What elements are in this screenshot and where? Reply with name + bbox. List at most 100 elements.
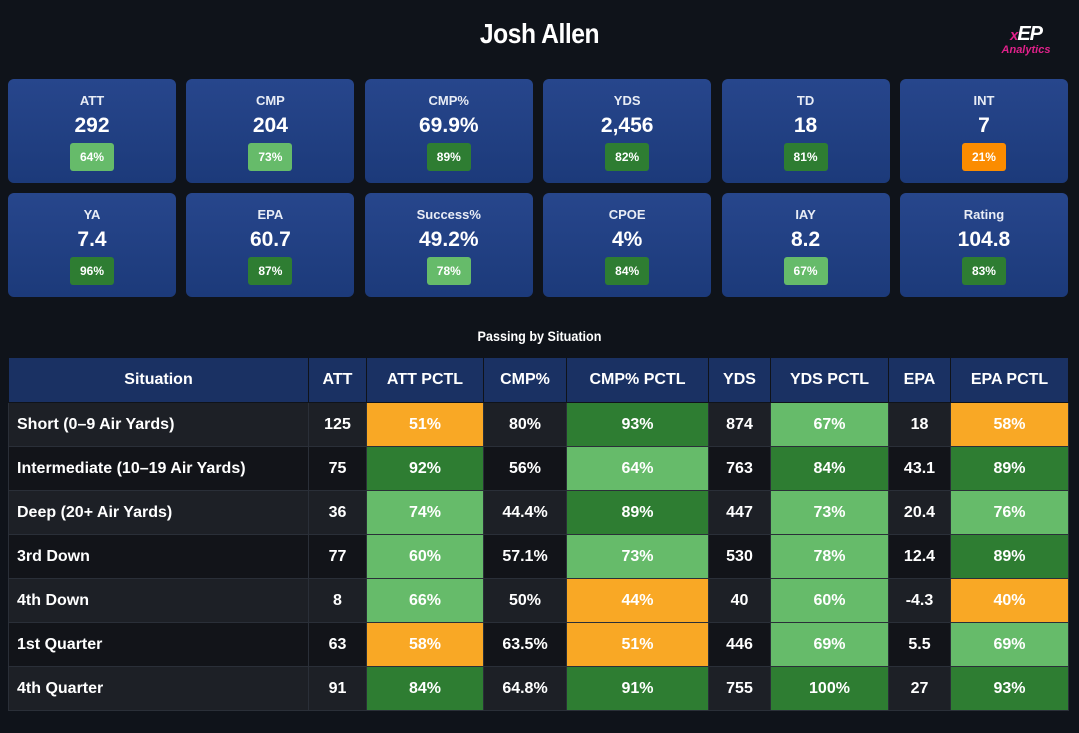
- situation-cell: Deep (20+ Air Yards): [8, 490, 309, 535]
- yds-pctl-cell: 60%: [770, 578, 889, 623]
- stat-card-value: 7.4: [77, 228, 107, 251]
- table-row: Intermediate (10–19 Air Yards) 75 92% 56% 64…: [8, 446, 1069, 491]
- att-pctl-cell: 66%: [366, 578, 484, 623]
- yds-cell: 40: [708, 578, 771, 623]
- table-body: Short (0–9 Air Yards) 125 51% 80% 93% 874 67% 1…: [8, 402, 1069, 711]
- situation-cell: 4th Quarter: [8, 666, 309, 711]
- stat-card-value: 104.8: [957, 228, 1011, 251]
- percentile-badge: 89%: [426, 143, 471, 171]
- column-header: CMP% PCTL: [566, 357, 709, 403]
- percentile-badge: 64%: [70, 143, 114, 171]
- epa-pctl-cell: 93%: [950, 666, 1069, 711]
- cmp-pctl-cell: 89%: [566, 490, 709, 535]
- situation-cell: 1st Quarter: [8, 622, 309, 667]
- stat-card-value: 204: [252, 114, 288, 137]
- stat-card-label: CPOE: [608, 207, 646, 222]
- cmp-cell: 50%: [483, 578, 567, 623]
- situation-table: Situation ATT ATT PCTL CMP% CMP% PCTL YDS YDS …: [8, 357, 1069, 711]
- epa-cell: 5.5: [888, 622, 951, 667]
- yds-cell: 530: [708, 534, 771, 579]
- percentile-badge: 67%: [783, 257, 828, 285]
- stat-card-cmp: CMP 204 73%: [186, 79, 355, 183]
- table-row: 4th Down 8 66% 50% 44% 40 60% -4.3 40%: [8, 578, 1069, 623]
- stat-card-yds: YDS 2,456 82%: [543, 79, 712, 183]
- epa-cell: 43.1: [888, 446, 951, 491]
- logo-prefix: x: [1009, 27, 1018, 44]
- yds-pctl-cell: 78%: [770, 534, 889, 579]
- yds-pctl-cell: 73%: [770, 490, 889, 535]
- column-header: Situation: [8, 357, 309, 403]
- situation-cell: Short (0–9 Air Yards): [8, 402, 309, 447]
- epa-cell: 12.4: [888, 534, 951, 579]
- stat-card-label: TD: [796, 93, 815, 108]
- yds-pctl-cell: 84%: [770, 446, 889, 491]
- logo-subtitle: Analytics: [1001, 44, 1051, 56]
- stat-card-td: TD 18 81%: [721, 79, 890, 183]
- percentile-badge: 83%: [961, 257, 1006, 285]
- att-pctl-cell: 58%: [366, 622, 484, 667]
- stat-card-value: 18: [793, 114, 818, 137]
- percentile-badge: 87%: [248, 257, 293, 285]
- att-cell: 8: [308, 578, 367, 623]
- stat-card-cpoe: CPOE 4% 84%: [543, 193, 712, 297]
- table-header-row: Situation ATT ATT PCTL CMP% CMP% PCTL YDS YDS …: [8, 357, 1069, 403]
- table-row: Short (0–9 Air Yards) 125 51% 80% 93% 874 67% 1…: [8, 402, 1069, 447]
- yds-cell: 446: [708, 622, 771, 667]
- epa-pctl-cell: 58%: [950, 402, 1069, 447]
- att-pctl-cell: 74%: [366, 490, 484, 535]
- att-pctl-cell: 84%: [366, 666, 484, 711]
- epa-cell: -4.3: [888, 578, 951, 623]
- brand-logo: xEP Analytics: [996, 24, 1056, 56]
- epa-cell: 18: [888, 402, 951, 447]
- cmp-cell: 80%: [483, 402, 567, 447]
- stat-card-label: Success%: [416, 207, 481, 222]
- att-pctl-cell: 51%: [366, 402, 484, 447]
- stat-card-value: 8.2: [790, 228, 821, 251]
- percentile-badge: 96%: [70, 257, 114, 285]
- yds-pctl-cell: 100%: [770, 666, 889, 711]
- yds-pctl-cell: 69%: [770, 622, 889, 667]
- table-row: 4th Quarter 91 84% 64.8% 91% 755 100% 27 93%: [8, 666, 1069, 711]
- logo-wordmark: xEP: [996, 24, 1056, 44]
- yds-cell: 874: [708, 402, 771, 447]
- stat-card-rating: Rating 104.8 83%: [899, 193, 1068, 297]
- stat-card-label: CMP%: [428, 93, 469, 108]
- percentile-badge: 81%: [783, 143, 828, 171]
- cmp-cell: 44.4%: [483, 490, 567, 535]
- stat-card-label: YA: [83, 207, 101, 222]
- yds-cell: 763: [708, 446, 771, 491]
- stat-card-value: 292: [74, 114, 110, 137]
- stat-card-label: Rating: [963, 207, 1005, 222]
- att-pctl-cell: 60%: [366, 534, 484, 579]
- epa-pctl-cell: 89%: [950, 534, 1069, 579]
- stat-card-value: 2,456: [600, 114, 654, 137]
- stat-card-epa: EPA 60.7 87%: [186, 193, 355, 297]
- cmp-cell: 64.8%: [483, 666, 567, 711]
- situation-cell: 3rd Down: [8, 534, 309, 579]
- page-title: Josh Allen: [479, 18, 600, 49]
- stat-card-label: ATT: [79, 93, 105, 108]
- column-header: ATT PCTL: [366, 357, 484, 403]
- stat-card-value: 7: [978, 114, 990, 137]
- stat-cards-grid: ATT 292 64% CMP 204 73% CMP% 69.9% 89% YDS 2,456 82…: [8, 79, 1068, 297]
- epa-pctl-cell: 69%: [950, 622, 1069, 667]
- epa-cell: 20.4: [888, 490, 951, 535]
- att-cell: 36: [308, 490, 367, 535]
- cmp-pctl-cell: 91%: [566, 666, 709, 711]
- situation-cell: 4th Down: [8, 578, 309, 623]
- percentile-badge: 21%: [961, 143, 1006, 171]
- yds-cell: 447: [708, 490, 771, 535]
- att-cell: 77: [308, 534, 367, 579]
- cmp-cell: 56%: [483, 446, 567, 491]
- cmp-cell: 63.5%: [483, 622, 567, 667]
- stat-card-label: EPA: [257, 207, 284, 222]
- cmp-pctl-cell: 93%: [566, 402, 709, 447]
- epa-cell: 27: [888, 666, 951, 711]
- epa-pctl-cell: 89%: [950, 446, 1069, 491]
- cmp-pctl-cell: 73%: [566, 534, 709, 579]
- column-header: EPA: [888, 357, 951, 403]
- cmp-pctl-cell: 44%: [566, 578, 709, 623]
- cmp-pctl-cell: 64%: [566, 446, 709, 491]
- stat-card-value: 60.7: [249, 228, 291, 251]
